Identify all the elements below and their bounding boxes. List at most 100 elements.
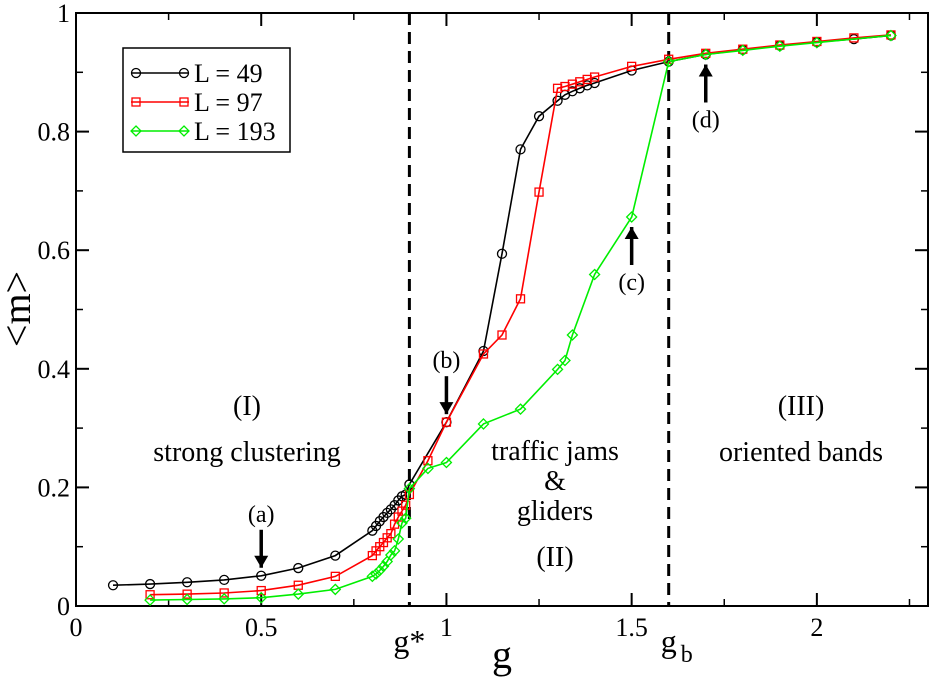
data-point	[130, 67, 142, 79]
data-point	[178, 67, 190, 79]
data-point	[533, 111, 545, 122]
data-point	[403, 482, 416, 495]
y-axis-title: <m>	[0, 271, 39, 347]
data-point	[386, 529, 396, 539]
phase-boundaries: g* g b	[393, 13, 693, 668]
phase-boundary-label: g*	[393, 623, 425, 659]
arrow-label: (d)	[692, 108, 720, 134]
data-point	[219, 574, 230, 586]
phase-boundary-label-sub: b	[681, 642, 693, 668]
arrow-head	[254, 555, 269, 568]
legend-entry: L = 97	[131, 88, 263, 117]
data-point	[773, 40, 786, 53]
annotation-arrow: (b)	[432, 348, 460, 415]
axis-ticks: 0 0.5 1 1.5 2 0 0.2 0.4 0.6 0.8 1	[38, 0, 928, 642]
data-point	[181, 577, 193, 588]
data-point	[256, 585, 266, 596]
data-point	[330, 571, 340, 581]
region-label: (II)	[536, 542, 573, 573]
legend-label: L = 49	[194, 59, 263, 88]
arrow-head	[439, 402, 454, 415]
data-point	[144, 594, 157, 606]
series-line	[150, 34, 892, 596]
data-point	[330, 550, 341, 561]
data-point	[388, 544, 401, 557]
phase-boundary-label: g	[661, 623, 677, 659]
data-point	[292, 588, 305, 601]
x-tick-label: 0	[70, 613, 83, 642]
data-point	[810, 36, 823, 49]
data-point	[736, 44, 749, 57]
data-point	[293, 562, 304, 574]
y-tick-label: 0.6	[38, 236, 71, 265]
data-point	[218, 592, 231, 605]
data-point	[131, 97, 141, 107]
data-point	[625, 211, 638, 223]
y-tick-label: 0.8	[38, 118, 71, 147]
annotation-arrow: (c)	[618, 226, 645, 296]
legend-entry: L = 193	[130, 117, 276, 146]
arrow-head	[624, 226, 639, 239]
x-tick-label: 0.5	[245, 613, 278, 642]
legend: L = 49L = 97L = 193	[122, 47, 291, 153]
y-tick-label: 1	[57, 0, 70, 28]
annotation-arrow: (d)	[692, 64, 720, 134]
y-tick-label: 0	[57, 592, 70, 621]
region-labels: (I) strong clustering traffic jams&gliders…	[153, 391, 883, 573]
data-point	[382, 507, 393, 519]
data-point	[181, 593, 194, 606]
data-point	[107, 580, 119, 591]
data-point	[145, 590, 155, 600]
data-series	[107, 29, 897, 606]
data-point	[559, 354, 571, 367]
data-point	[392, 533, 405, 545]
x-tick-label: 1	[440, 613, 453, 642]
data-point	[373, 564, 386, 577]
x-axis-title: g	[492, 632, 512, 677]
data-point	[885, 29, 897, 42]
x-tick-label: 1.5	[615, 613, 648, 642]
data-point	[497, 330, 507, 340]
region-label: traffic jams	[491, 436, 619, 467]
region-label: gliders	[517, 496, 593, 527]
legend-box	[122, 47, 291, 153]
data-point	[377, 560, 390, 573]
data-point	[627, 61, 637, 72]
arrow-head	[698, 64, 713, 77]
data-point	[384, 549, 397, 561]
data-point	[515, 144, 526, 155]
data-point	[514, 403, 527, 416]
region-label: (III)	[778, 391, 825, 422]
series-line	[150, 34, 892, 601]
annotation-arrow: (a)	[248, 502, 275, 568]
data-point	[566, 329, 579, 341]
data-point	[588, 268, 601, 281]
data-point	[441, 417, 452, 427]
data-point	[401, 500, 411, 510]
data-point	[144, 578, 156, 590]
data-point	[182, 589, 192, 599]
data-point	[534, 187, 544, 197]
data-point	[130, 125, 142, 137]
data-point	[477, 418, 490, 430]
region-label: oriented bands	[719, 437, 883, 468]
data-point	[255, 591, 268, 604]
data-point	[399, 512, 412, 525]
legend-label: L = 193	[194, 117, 276, 146]
data-point	[515, 294, 526, 304]
data-point	[366, 570, 379, 583]
data-point	[179, 97, 189, 107]
data-point	[219, 588, 229, 598]
annotation-arrows: (a) (b) (c) (d)	[248, 64, 720, 568]
data-point	[423, 456, 433, 466]
data-point	[551, 363, 564, 376]
data-point	[256, 570, 267, 581]
series-group	[144, 29, 897, 606]
y-tick-label: 0.4	[38, 355, 71, 384]
arrow-label: (b)	[432, 348, 460, 374]
data-point	[552, 95, 563, 106]
data-point	[178, 125, 190, 137]
data-point	[496, 248, 508, 259]
data-point	[478, 349, 489, 359]
region-label: (I)	[233, 391, 261, 422]
